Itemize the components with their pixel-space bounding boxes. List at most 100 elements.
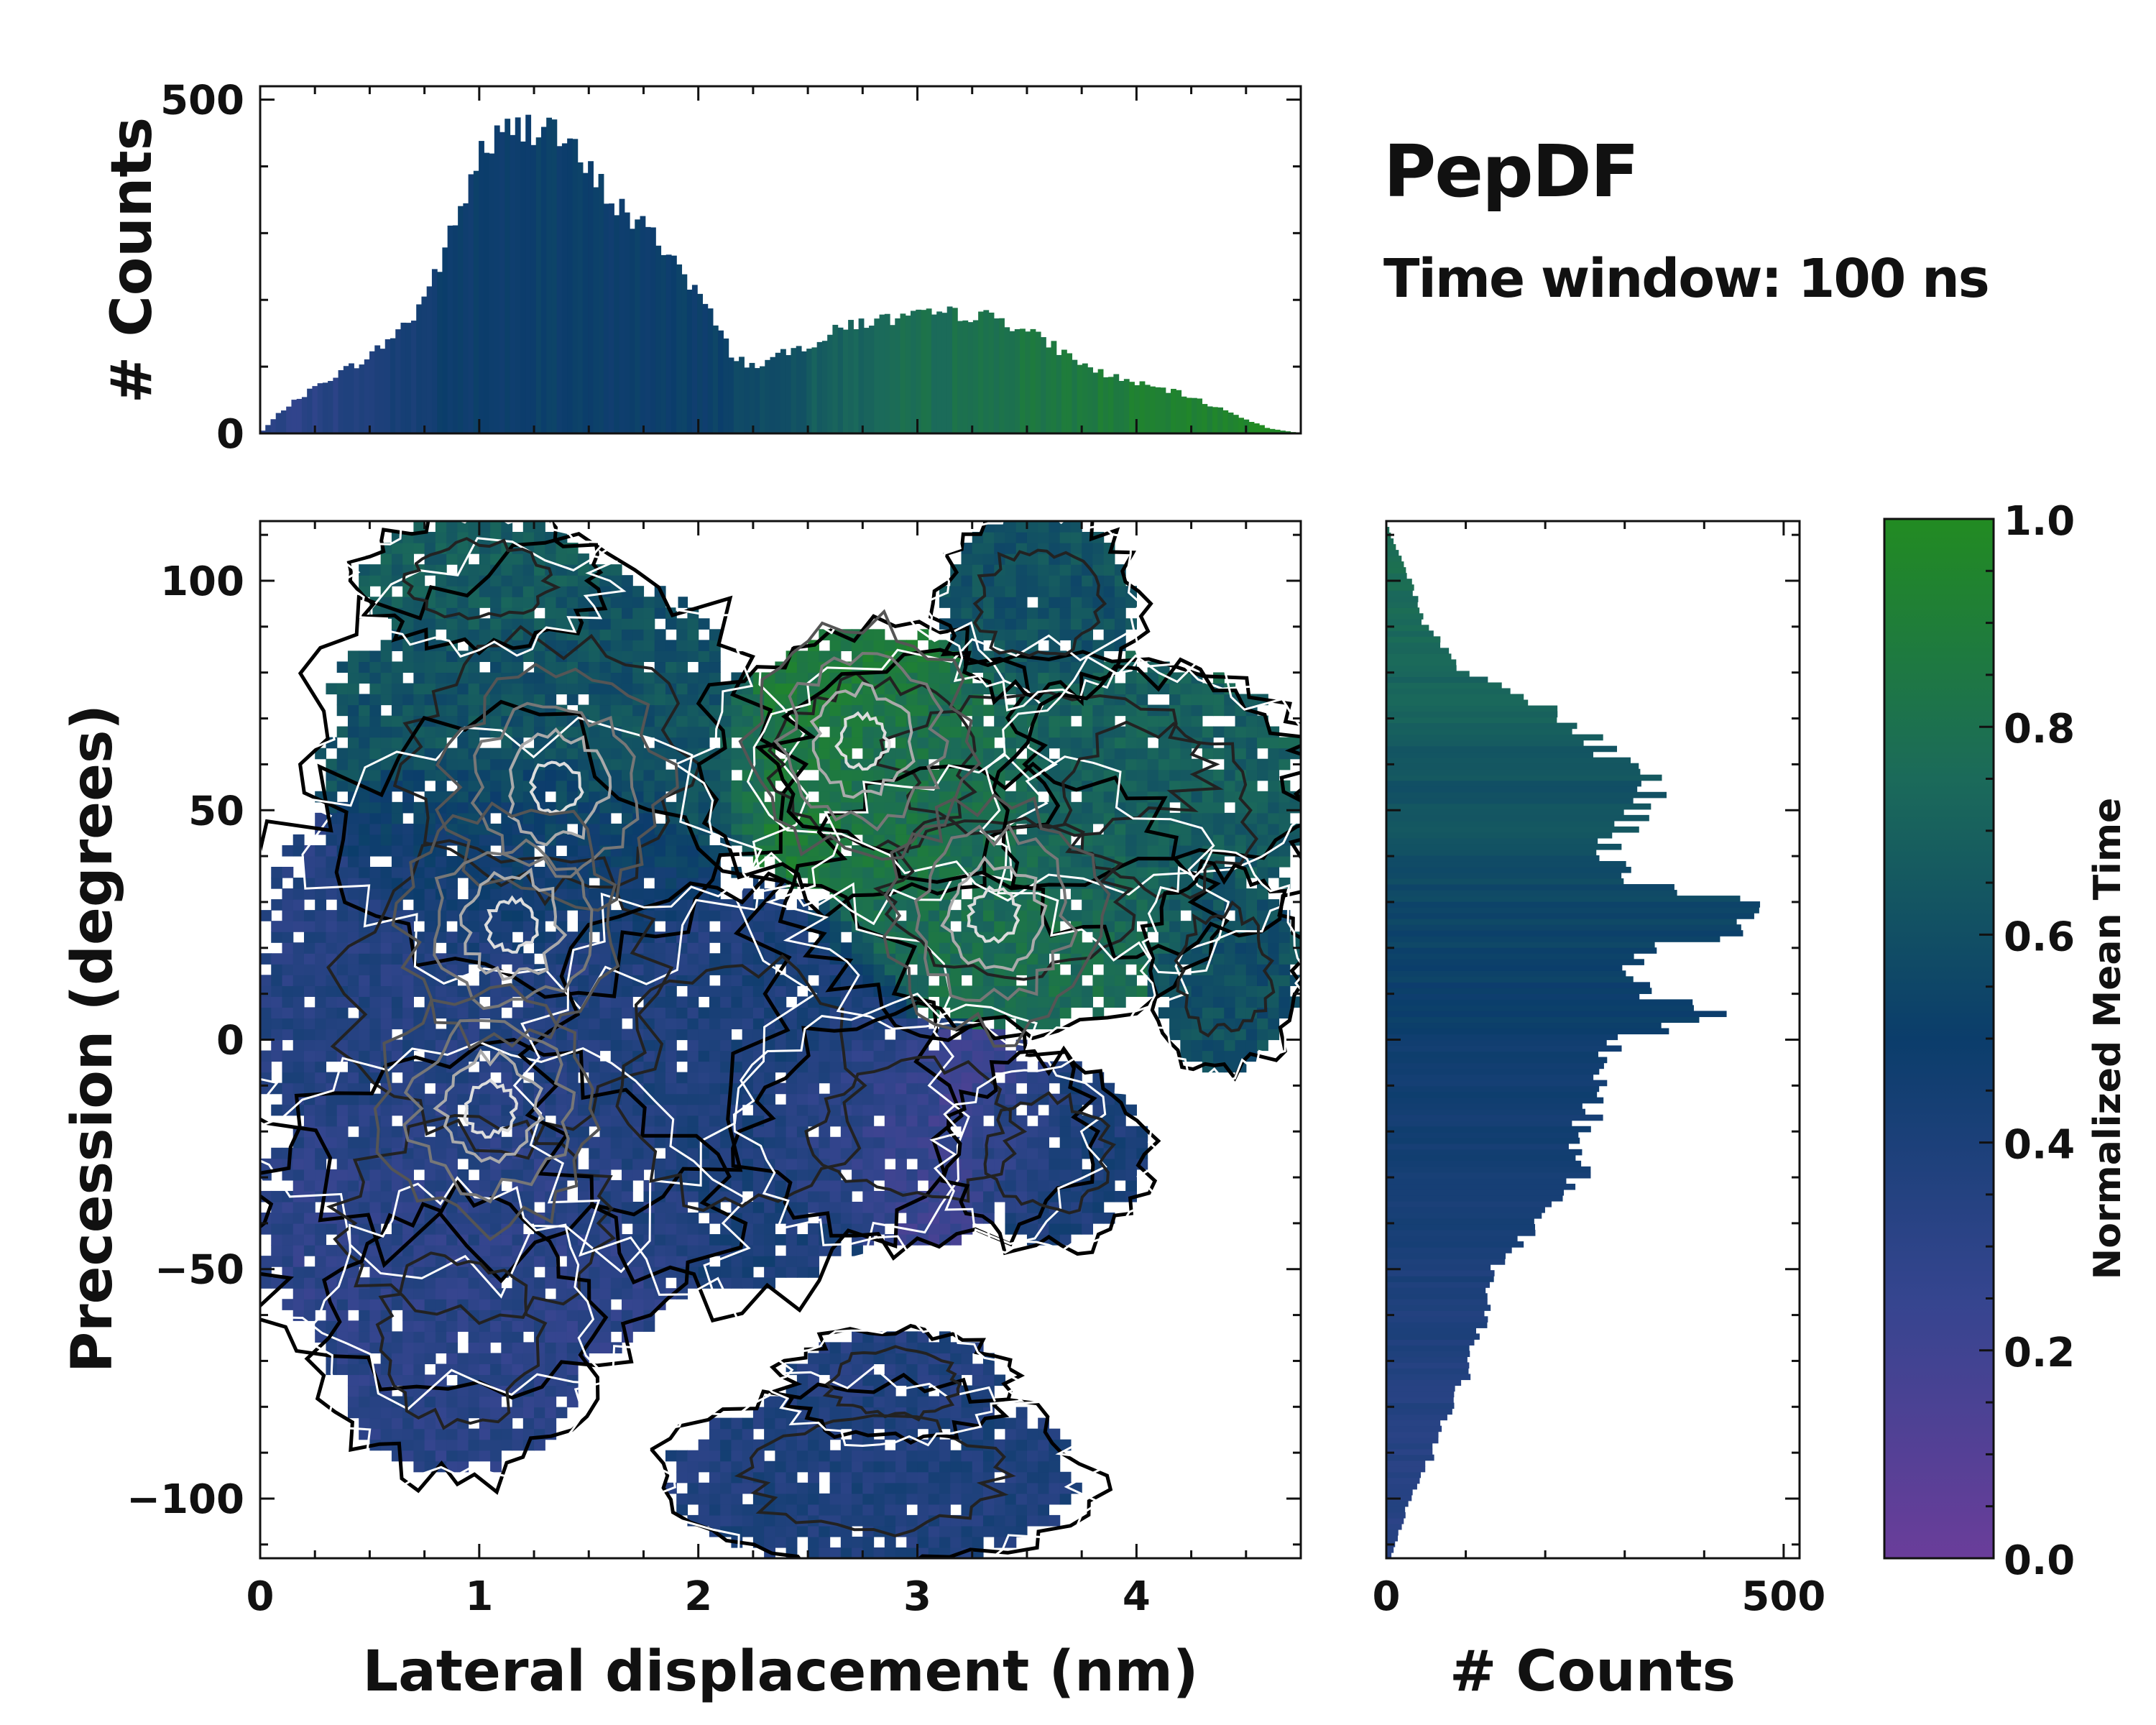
heatmap-cell [534, 1245, 545, 1256]
heatmap-cell [1245, 942, 1258, 954]
heatmap-cell [1005, 1504, 1017, 1516]
heatmap-cell [796, 1093, 808, 1105]
heatmap-cell [1059, 932, 1072, 943]
heatmap-cell [654, 1234, 666, 1246]
heatmap-cell [906, 1093, 918, 1105]
heatmap-cell [369, 1136, 382, 1149]
heatmap-cell [347, 1029, 359, 1041]
heatmap-cell [687, 1460, 699, 1473]
heatmap-cell [468, 942, 480, 954]
heatmap-cell [917, 748, 929, 760]
heatmap-cell [512, 888, 524, 900]
heatmap-cell [610, 758, 622, 770]
heatmap-cell [610, 855, 622, 868]
top-hist-bar [786, 355, 792, 433]
heatmap-cell [359, 1115, 371, 1127]
heatmap-cell [720, 1439, 732, 1451]
heatmap-cell [1049, 1223, 1061, 1235]
heatmap-cell [873, 1072, 885, 1084]
heatmap-cell [1257, 1039, 1268, 1052]
heatmap-cell [786, 910, 798, 921]
heatmap-cell [808, 1179, 819, 1192]
heatmap-cell [852, 1104, 863, 1116]
heatmap-cell [282, 996, 294, 1008]
heatmap-cell [369, 1213, 382, 1224]
heatmap-cell [468, 1320, 480, 1332]
top-hist-bar [728, 357, 734, 433]
heatmap-cell [796, 748, 808, 760]
heatmap-cell [786, 1536, 798, 1548]
heatmap-cell [556, 1385, 568, 1397]
heatmap-cell [468, 1385, 480, 1397]
heatmap-cell [315, 910, 327, 921]
heatmap-cell [292, 899, 305, 911]
heatmap-cell [917, 1417, 929, 1430]
heatmap-cell [786, 1450, 798, 1462]
heatmap-cell [260, 1061, 272, 1073]
heatmap-cell [906, 1213, 918, 1224]
heatmap-cell [752, 1223, 765, 1235]
heatmap-cell [808, 1374, 819, 1386]
heatmap-cell [303, 888, 315, 900]
heatmap-cell [1015, 1169, 1028, 1181]
heatmap-cell [808, 1061, 819, 1073]
heatmap-cell [1289, 801, 1301, 814]
heatmap-cell [446, 1093, 458, 1105]
heatmap-cell [1092, 791, 1105, 803]
heatmap-cell [424, 1179, 436, 1192]
heatmap-cell [895, 899, 907, 911]
heatmap-cell [873, 942, 885, 954]
heatmap-cell [347, 845, 359, 857]
heatmap-cell [610, 801, 622, 814]
heatmap-cell [950, 953, 962, 965]
heatmap-cell [1125, 899, 1137, 911]
top-hist-bar [624, 212, 630, 433]
heatmap-cell [292, 1169, 305, 1181]
heatmap-cell [566, 834, 579, 846]
heatmap-cell [950, 845, 962, 857]
heatmap-cell [369, 1428, 382, 1440]
top-hist-bar [1056, 354, 1062, 433]
heatmap-cell [512, 791, 524, 803]
heatmap-cell [347, 1385, 359, 1397]
heatmap-cell [369, 1288, 382, 1300]
heatmap-cell [610, 1310, 622, 1321]
heatmap-cell [665, 1147, 677, 1159]
heatmap-cell [490, 1320, 502, 1332]
heatmap-cell [303, 1169, 315, 1181]
heatmap-cell [752, 1234, 765, 1246]
heatmap-cell [391, 1417, 403, 1430]
heatmap-cell [380, 801, 392, 814]
heatmap-cell [752, 1126, 765, 1138]
heatmap-cell [326, 910, 338, 921]
heatmap-cell [589, 888, 601, 900]
heatmap-cell [687, 1039, 699, 1052]
heatmap-cell [1038, 1115, 1050, 1127]
heatmap-cell [391, 1353, 403, 1365]
heatmap-cell [698, 942, 710, 954]
heatmap-cell [490, 921, 502, 932]
heatmap-cell [676, 834, 688, 846]
heatmap-cell [402, 996, 414, 1008]
heatmap-cell [359, 1363, 371, 1376]
heatmap-cell [326, 1277, 338, 1289]
heatmap-cell [676, 1082, 688, 1095]
heatmap-cell [720, 1072, 732, 1084]
heatmap-cell [665, 867, 677, 878]
heatmap-cell [303, 1213, 315, 1224]
heatmap-cell [742, 1169, 754, 1181]
heatmap-cell [1026, 1126, 1038, 1138]
heatmap-cell [742, 801, 754, 814]
heatmap-cell [522, 1190, 535, 1202]
heatmap-cell [752, 1201, 765, 1213]
heatmap-cell [786, 1504, 798, 1516]
heatmap-cell [1114, 921, 1126, 932]
heatmap-cell [347, 1201, 359, 1213]
heatmap-cell [1015, 845, 1028, 857]
heatmap-cell [917, 1471, 929, 1484]
heatmap-cell [271, 996, 283, 1008]
heatmap-cell [873, 1213, 885, 1224]
heatmap-cell [742, 1514, 754, 1527]
heatmap-cell [654, 1104, 666, 1116]
